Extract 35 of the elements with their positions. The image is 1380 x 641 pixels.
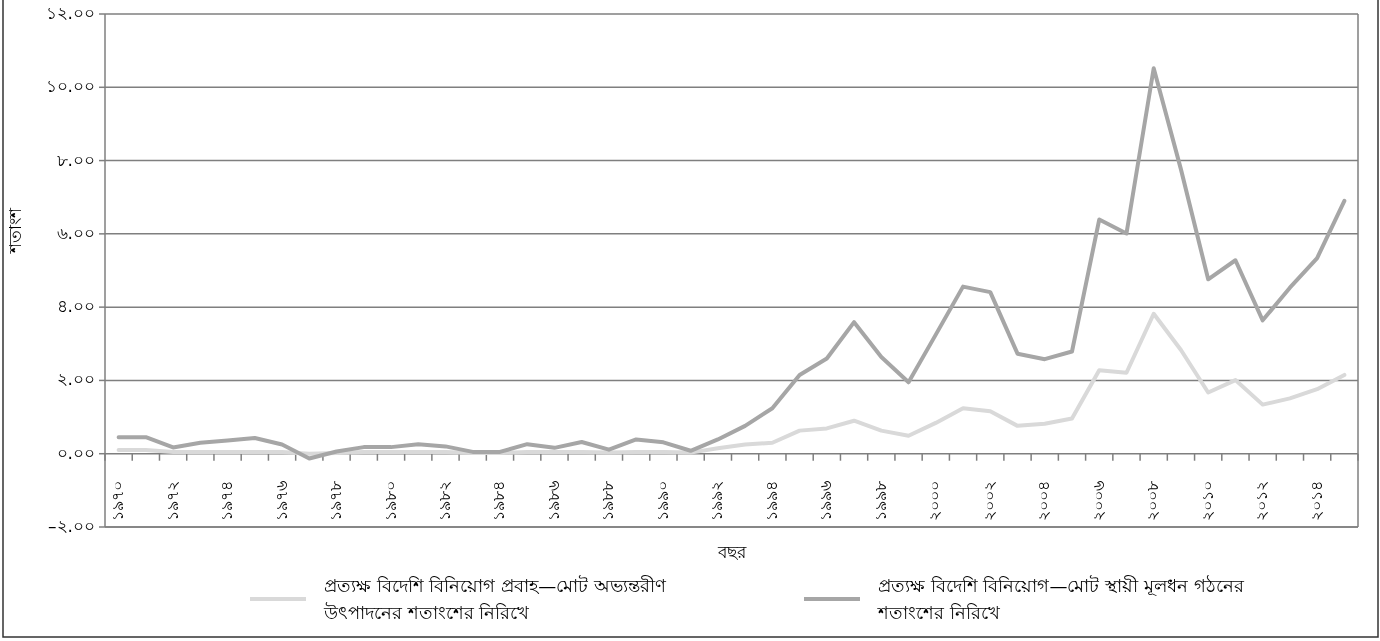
y-tick-label: –২.০০ [48, 516, 95, 536]
x-tick-label: ১৯৭৬ [271, 481, 291, 521]
x-tick-label: ২০১২ [1252, 481, 1272, 521]
x-tick-label: ১৯৯০ [652, 481, 672, 521]
y-tick-label: ৮.০০ [56, 149, 95, 170]
y-tick-label: ৬.০০ [56, 222, 95, 243]
y-tick-label: ১২.০০ [45, 3, 95, 23]
x-tick-label: ১৯৮০ [380, 481, 400, 521]
x-tick-label: ১৯৭০ [108, 481, 128, 521]
legend-label: প্রত্যক্ষ বিদেশি বিনিয়োগ প্রবাহ—মোট অভ্যন্তরীণ উৎপাদনের শতাংশের নিরিখে [324, 574, 667, 625]
y-tick-label: ০.০০ [56, 442, 95, 463]
x-tick-label: ২০১০ [1197, 481, 1217, 521]
x-tick-label: ২০০০ [925, 481, 945, 521]
x-axis-title: বছর [716, 542, 747, 562]
x-tick-label: ২০০৪ [1034, 481, 1054, 521]
x-tick-label: ১৯৭২ [162, 481, 182, 521]
y-tick-label: ১০.০০ [45, 76, 95, 97]
x-tick-label: ১৯৮৪ [489, 481, 509, 521]
x-tick-label: ১৯৯৮ [870, 480, 890, 521]
y-axis-title: শতাংশ [5, 207, 25, 254]
x-tick-label: ১৯৭৮ [326, 480, 346, 521]
x-tick-label: ১৯৯৪ [761, 481, 781, 521]
x-tick-label: ১৯৮৮ [598, 480, 618, 521]
x-tick-label: ২০০৮ [1143, 480, 1163, 521]
y-tick-label: ২.০০ [56, 369, 95, 390]
x-tick-label: ১৯৯২ [707, 481, 727, 521]
x-tick-label: ২০০২ [979, 481, 999, 521]
y-tick-label: ৪.০০ [56, 296, 95, 317]
x-tick-label: ২০০৬ [1088, 481, 1108, 521]
x-tick-label: ১৯৯৬ [816, 481, 836, 521]
x-tick-label: ১৯৭৪ [217, 481, 237, 521]
x-tick-label: ২০১৪ [1306, 481, 1326, 521]
x-tick-label: ১৯৮২ [434, 481, 454, 521]
legend-label: প্রত্যক্ষ বিদেশি বিনিয়োগ—মোট স্থায়ী মূলধন গঠনের শতাংশের নিরিখে [878, 574, 1245, 625]
x-tick-label: ১৯৮৬ [543, 481, 563, 521]
